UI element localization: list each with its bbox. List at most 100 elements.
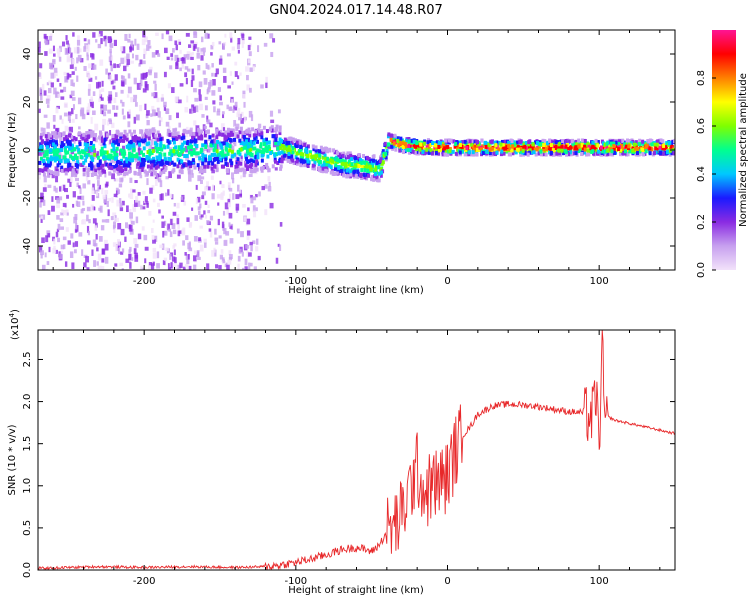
heat-cell — [129, 228, 134, 235]
heat-cell — [180, 170, 184, 175]
heat-cell — [158, 117, 163, 122]
heat-cell — [166, 138, 170, 143]
heat-cell — [226, 264, 230, 270]
colorbar-ticks: 0.00.20.40.60.8 — [696, 70, 716, 278]
heat-cell — [362, 153, 366, 158]
heat-cell — [147, 136, 151, 141]
heat-cell — [179, 49, 182, 54]
heat-cell — [222, 210, 226, 216]
heat-cell — [180, 136, 184, 141]
heat-cell — [174, 257, 177, 264]
heat-cell — [159, 143, 163, 148]
heat-cell — [102, 155, 106, 160]
heat-cell — [110, 55, 114, 61]
heat-cell — [295, 151, 299, 156]
heat-cell — [210, 44, 214, 50]
heat-cell — [219, 180, 222, 185]
heat-cell — [233, 139, 237, 147]
heat-cell — [54, 166, 59, 171]
heat-cell — [218, 235, 222, 239]
heat-cell — [64, 150, 68, 155]
heat-cell — [245, 149, 249, 154]
heat-cell — [245, 66, 249, 72]
heat-cell — [53, 171, 57, 176]
heat-cell — [183, 140, 187, 145]
heat-cell — [403, 147, 407, 152]
heat-cell — [248, 87, 252, 93]
heat-cell — [137, 136, 141, 141]
heat-cell — [119, 166, 123, 171]
heat-cell — [233, 119, 237, 127]
heat-cell — [424, 150, 428, 155]
heat-cell — [420, 140, 424, 145]
heat-cell — [360, 168, 364, 173]
heat-cell — [416, 151, 420, 156]
heat-cell — [472, 147, 476, 152]
heat-cell — [208, 81, 211, 89]
heat-cell — [82, 172, 86, 177]
heat-cell — [207, 87, 211, 93]
heat-cell — [113, 63, 116, 69]
heat-cell — [124, 236, 127, 242]
heat-cell — [231, 128, 235, 133]
heat-cell — [72, 104, 76, 110]
heat-cell — [318, 153, 322, 158]
heat-cell — [150, 171, 155, 177]
heat-cell — [65, 35, 68, 41]
heat-cell — [161, 93, 164, 100]
heat-cell — [375, 160, 379, 165]
heat-cell — [244, 258, 248, 266]
heat-cell — [194, 97, 199, 102]
heat-cell — [157, 159, 161, 164]
heat-cell — [77, 131, 81, 136]
heat-cell — [105, 68, 108, 75]
heat-cell — [149, 187, 153, 194]
heat-cell — [237, 49, 240, 54]
heat-cell — [202, 51, 206, 56]
heat-cell — [209, 231, 213, 238]
heat-cell — [222, 190, 225, 196]
heat-cell — [129, 246, 132, 252]
heat-cell — [87, 130, 91, 135]
heat-cell — [458, 150, 462, 155]
heat-cell — [248, 51, 252, 57]
heat-cell — [78, 48, 82, 53]
heat-cell — [234, 61, 238, 66]
heat-cell — [179, 67, 182, 72]
heat-cell — [101, 219, 106, 223]
heat-cell — [435, 140, 439, 145]
heat-cell — [104, 160, 107, 167]
heat-cell — [81, 136, 85, 141]
heat-cell — [45, 152, 49, 157]
heat-cell — [100, 97, 104, 101]
heat-cell — [441, 144, 445, 149]
heat-cell — [205, 129, 209, 134]
heat-cell — [111, 173, 116, 180]
heat-cell — [425, 145, 429, 150]
heat-cell — [311, 144, 315, 149]
heat-cell — [150, 163, 154, 168]
heat-cell — [149, 160, 153, 165]
heat-cell — [124, 78, 127, 85]
heat-cell — [328, 160, 332, 165]
heat-cell — [135, 196, 139, 203]
heat-cell — [70, 135, 74, 140]
heat-cell — [212, 79, 216, 86]
heat-cell — [100, 225, 105, 231]
heat-cell — [301, 159, 305, 164]
heat-cell — [462, 143, 466, 148]
heat-cell — [51, 196, 54, 202]
heat-cell — [66, 55, 71, 63]
heat-cell — [67, 133, 71, 138]
heat-cell — [60, 185, 64, 190]
heat-cell — [381, 149, 385, 154]
heat-cell — [172, 132, 176, 137]
heat-cell — [298, 139, 302, 144]
heat-cell — [133, 116, 137, 124]
heat-cell — [433, 141, 437, 146]
heat-cell — [112, 105, 116, 110]
heat-cell — [201, 36, 204, 43]
heat-cell — [544, 152, 548, 157]
heat-cell — [475, 148, 479, 153]
heat-cell — [390, 142, 394, 147]
